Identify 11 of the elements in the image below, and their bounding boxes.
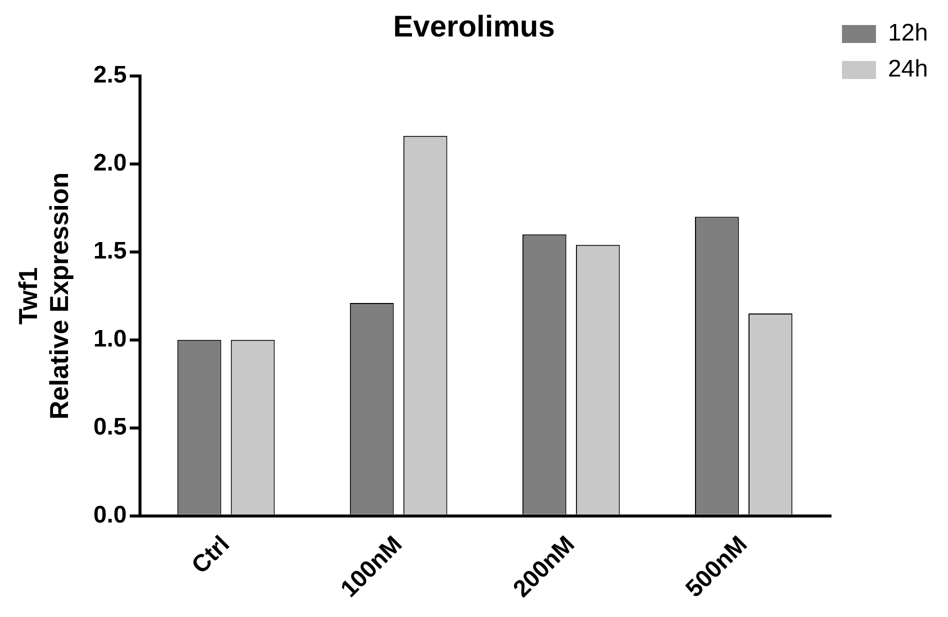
chart-title: Everolimus — [393, 10, 555, 44]
y-tick-label: 1.5 — [93, 238, 127, 265]
y-tick-label: 2.0 — [93, 150, 127, 177]
x-tick-label: Ctrl — [186, 530, 235, 580]
y-tick-label: 0.0 — [93, 501, 127, 528]
legend-label: 24h — [888, 56, 928, 83]
y-axis-title: Twf1 Relative Expression — [12, 172, 74, 420]
legend-label: 12h — [888, 20, 928, 47]
y-tick-label: 1.0 — [93, 326, 127, 353]
y-tick-label: 0.5 — [93, 413, 127, 440]
y-tick-label: 2.5 — [93, 62, 127, 89]
